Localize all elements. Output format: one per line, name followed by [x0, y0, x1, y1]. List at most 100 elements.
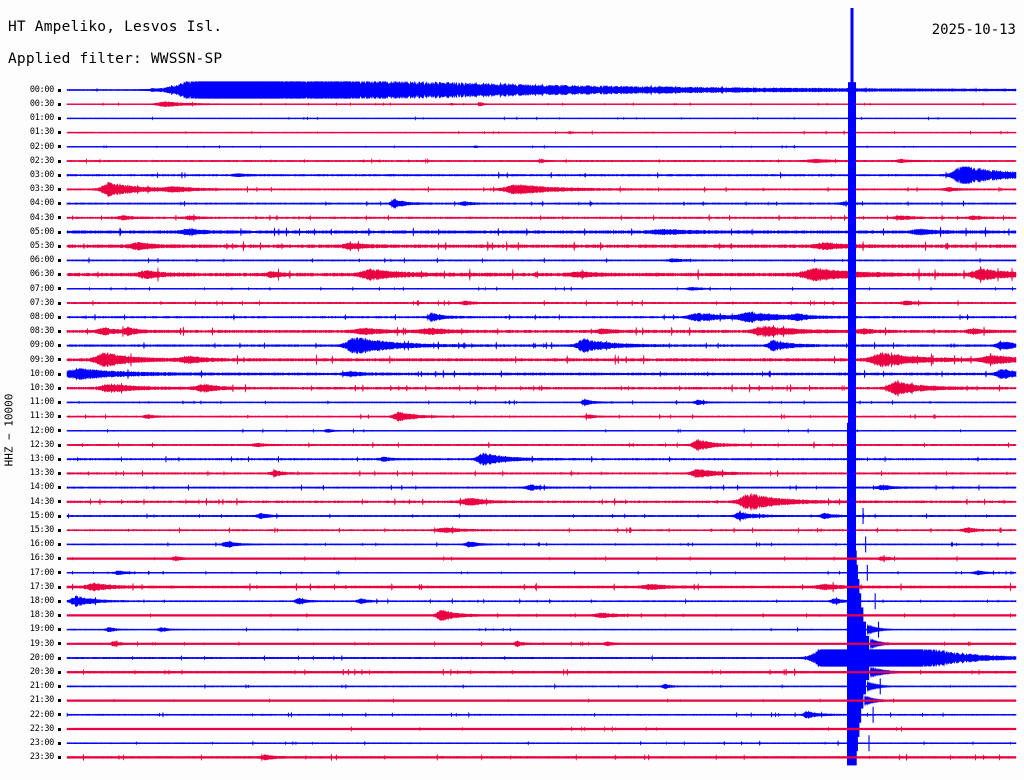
- major-event-coda-tail: [874, 650, 1016, 666]
- time-axis-label: 22:30: [29, 723, 54, 734]
- time-axis-tick: [58, 528, 61, 532]
- time-axis-label: 03:00: [29, 170, 54, 180]
- time-axis-tick: [58, 145, 61, 149]
- time-axis-tick: [58, 429, 61, 433]
- major-event-coda-block: [847, 451, 853, 468]
- time-axis-tick: [58, 486, 61, 490]
- time-axis-tick: [58, 684, 61, 688]
- time-axis-tick: [58, 329, 61, 333]
- time-axis-label: 08:00: [29, 312, 54, 322]
- major-event-coda-block: [847, 593, 862, 610]
- time-axis: 00:00 00:30 01:00 01:30 02:00 02:30 03:00 03:30…: [0, 0, 64, 780]
- time-axis-label: 01:30: [29, 127, 54, 138]
- time-axis-label: 11:00: [29, 397, 54, 408]
- major-event-clip-hairline: [879, 678, 881, 695]
- time-axis-tick: [58, 613, 61, 617]
- time-axis-label: 16:30: [29, 553, 54, 564]
- time-axis-tick: [58, 287, 61, 291]
- time-axis-label: 05:30: [29, 241, 54, 251]
- time-axis-tick: [58, 542, 61, 546]
- time-axis-tick: [58, 102, 61, 106]
- time-axis-tick: [58, 358, 61, 362]
- time-axis-label: 10:30: [29, 383, 54, 393]
- time-axis-tick: [58, 557, 61, 561]
- time-axis-label: 02:30: [29, 155, 54, 166]
- major-event-coda-block: [847, 479, 854, 496]
- time-axis-tick: [58, 131, 61, 135]
- major-event-coda-block: [847, 650, 873, 666]
- time-axis-label: 07:30: [29, 297, 54, 308]
- time-axis-tick: [58, 670, 61, 674]
- major-event-coda-block: [847, 508, 855, 524]
- major-event-coda-block: [847, 706, 862, 723]
- time-axis-tick: [58, 443, 61, 447]
- time-axis-tick: [58, 301, 61, 305]
- major-event-clip-hairline: [874, 593, 876, 610]
- time-axis-label: 12:30: [29, 439, 54, 450]
- time-axis-label: 19:00: [29, 624, 54, 635]
- time-axis-label: 17:00: [29, 567, 54, 578]
- major-event-clip-hairline: [877, 621, 880, 638]
- time-axis-tick: [58, 415, 61, 419]
- time-axis-label: 00:30: [29, 99, 54, 109]
- time-axis-tick: [58, 656, 61, 660]
- time-axis-tick: [58, 372, 61, 376]
- time-axis-tick: [58, 457, 61, 461]
- time-axis-tick: [58, 628, 61, 632]
- page-title: HT Ampeliko, Lesvos Isl.: [8, 19, 223, 35]
- major-event-coda-block: [847, 564, 858, 581]
- time-axis-tick: [58, 230, 61, 234]
- date-label: 2025-10-13: [931, 22, 1016, 38]
- major-event-coda-block: [847, 621, 866, 638]
- time-axis-label: 00:00: [29, 84, 54, 95]
- time-axis-label: 21:30: [29, 695, 54, 706]
- time-axis-tick: [58, 216, 61, 220]
- time-axis-tick: [58, 386, 61, 390]
- time-axis-tick: [58, 571, 61, 575]
- major-event-coda-block: [847, 735, 858, 752]
- time-axis-label: 09:00: [29, 340, 54, 351]
- time-axis-tick: [58, 727, 61, 731]
- major-event-coda-block: [847, 678, 866, 695]
- major-event-clip-hairline: [865, 536, 867, 553]
- time-axis-tick: [58, 244, 61, 248]
- time-axis-label: 05:00: [29, 226, 54, 237]
- time-axis-tick: [58, 159, 61, 163]
- time-axis-label: 22:00: [29, 709, 54, 720]
- time-axis-tick: [58, 585, 61, 589]
- time-axis-tick: [58, 258, 61, 262]
- time-axis-tick: [58, 514, 61, 518]
- time-axis-label: 10:00: [29, 368, 54, 379]
- major-event-clip-hairline: [862, 508, 864, 524]
- time-axis-label: 20:30: [29, 667, 54, 677]
- major-event-coda-block: [847, 536, 856, 553]
- time-axis-label: 23:30: [29, 752, 54, 763]
- time-axis-label: 19:30: [29, 638, 54, 649]
- trace-group: [66, 80, 1017, 762]
- filter-label: Applied filter: WWSSN-SP: [8, 51, 223, 67]
- time-axis-label: 09:30: [29, 354, 54, 365]
- time-axis-tick: [58, 500, 61, 504]
- time-axis-tick: [58, 202, 61, 206]
- time-axis-label: 18:00: [29, 596, 54, 606]
- time-axis-tick: [58, 599, 61, 603]
- major-event-coda-block: [847, 465, 853, 482]
- time-axis-tick: [58, 273, 61, 277]
- time-axis-label: 02:00: [29, 141, 54, 152]
- time-axis-tick: [58, 344, 61, 348]
- time-axis-label: 04:30: [29, 212, 54, 223]
- time-axis-tick: [58, 88, 61, 92]
- major-event-spike: [850, 8, 854, 90]
- time-axis-tick: [58, 400, 61, 404]
- time-axis-label: 03:30: [29, 184, 54, 195]
- time-axis-tick: [58, 315, 61, 319]
- time-axis-tick: [58, 642, 61, 646]
- time-axis-tick: [58, 713, 61, 717]
- time-axis-label: 08:30: [29, 326, 54, 337]
- major-event-coda-tail: [866, 679, 907, 694]
- major-event-coda-block: [847, 493, 854, 510]
- time-axis-label: 15:30: [29, 525, 54, 535]
- major-event-clip-hairline: [868, 735, 870, 752]
- time-axis-label: 20:00: [29, 652, 54, 663]
